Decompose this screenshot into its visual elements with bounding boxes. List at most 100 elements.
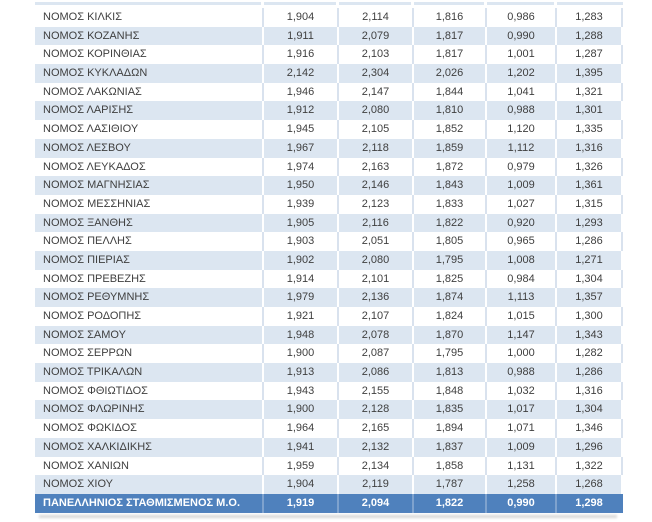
value-cell-5: 1,343 [555,325,623,345]
value-cell-4: 1,071 [485,419,555,438]
value-cell-3: 1,822 [412,213,485,233]
value-cell-4: 1,147 [485,325,555,345]
value-cell-1: 1,921 [262,307,337,326]
prefecture-name-cell: ΝΟΜΟΣ ΠΡΕΒΕΖΗΣ [43,272,146,285]
prefecture-statistics-table: ΝΟΜΟΣ ΚΙΛΚΙΣ 1,904 2,114 1,816 0,986 1,2… [35,8,623,513]
value-cell-5: 1,357 [555,288,623,307]
value-cell-3: 1,787 [412,475,485,494]
prefecture-name-cell: ΠΑΝΕΛΛΗΝΙΟΣ ΣΤΑΘΜΙΣΜΕΝΟΣ Μ.Ο. [43,496,241,509]
table-row: ΝΟΜΟΣ ΦΛΩΡΙΝΗΣ 1,900 2,128 1,835 1,017 1… [35,400,623,420]
value-cell-5: 1,296 [555,437,623,457]
value-cell-5: 1,316 [555,138,623,158]
prefecture-name-cell: ΝΟΜΟΣ ΚΥΚΛΑΔΩΝ [43,67,148,80]
value-cell-4: 0,988 [485,101,555,121]
column-gap [335,2,339,5]
column-gap [483,2,487,5]
value-cell-3: 1,810 [412,101,485,121]
prefecture-name-cell: ΝΟΜΟΣ ΤΡΙΚΑΛΩΝ [43,366,143,379]
column-gap [260,2,264,5]
value-cell-4: 0,920 [485,213,555,233]
table-row: ΝΟΜΟΣ ΣΕΡΡΩΝ 1,900 2,087 1,795 1,000 1,2… [35,344,623,364]
total-row: ΠΑΝΕΛΛΗΝΙΟΣ ΣΤΑΘΜΙΣΜΕΝΟΣ Μ.Ο. 1,919 2,09… [35,493,623,513]
value-cell-2: 2,103 [337,45,412,65]
prefecture-name-cell: ΝΟΜΟΣ ΦΛΩΡΙΝΗΣ [43,403,145,416]
value-cell-4: 0,990 [485,493,555,513]
prefecture-name-cell: ΝΟΜΟΣ ΛΑΡΙΣΗΣ [43,104,134,117]
table-row: ΝΟΜΟΣ ΦΘΙΩΤΙΔΟΣ 1,943 2,155 1,848 1,032 … [35,381,623,401]
value-cell-4: 0,965 [485,232,555,251]
table-row: ΝΟΜΟΣ ΧΑΛΚΙΔΙΚΗΣ 1,941 2,132 1,837 1,009… [35,437,623,457]
value-cell-4: 0,979 [485,157,555,177]
value-cell-5: 1,288 [555,26,623,46]
prefecture-name-cell: ΝΟΜΟΣ ΦΩΚΙΔΟΣ [43,422,137,435]
value-cell-2: 2,304 [337,64,412,83]
value-cell-3: 1,835 [412,400,485,420]
table-row: ΝΟΜΟΣ ΜΑΓΝΗΣΙΑΣ 1,950 2,146 1,843 1,009 … [35,176,623,195]
table-row: ΝΟΜΟΣ ΤΡΙΚΑΛΩΝ 1,913 2,086 1,813 0,988 1… [35,363,623,382]
value-cell-3: 1,859 [412,138,485,158]
value-cell-1: 1,919 [262,493,337,513]
value-cell-2: 2,132 [337,437,412,457]
value-cell-4: 0,986 [485,8,555,27]
value-cell-5: 1,271 [555,250,623,270]
value-cell-3: 1,824 [412,307,485,326]
value-cell-1: 1,943 [262,381,337,401]
value-cell-4: 1,041 [485,82,555,102]
table-row: ΝΟΜΟΣ ΡΕΘΥΜΝΗΣ 1,979 2,136 1,874 1,113 1… [35,288,623,307]
table-row: ΝΟΜΟΣ ΧΙΟΥ 1,904 2,119 1,787 1,258 1,268 [35,475,623,494]
table-row: ΝΟΜΟΣ ΛΑΚΩΝΙΑΣ 1,946 2,147 1,844 1,041 1… [35,82,623,102]
value-cell-4: 1,032 [485,381,555,401]
value-cell-1: 1,914 [262,269,337,289]
cut-off-row-sliver [35,2,623,5]
value-cell-3: 2,026 [412,64,485,83]
value-cell-2: 2,087 [337,344,412,364]
table-row: ΝΟΜΟΣ ΞΑΝΘΗΣ 1,905 2,116 1,822 0,920 1,2… [35,213,623,233]
value-cell-3: 1,795 [412,250,485,270]
value-cell-2: 2,079 [337,26,412,46]
value-cell-4: 1,112 [485,138,555,158]
value-cell-5: 1,346 [555,419,623,438]
prefecture-name-cell: ΝΟΜΟΣ ΠΕΛΛΗΣ [43,235,132,248]
value-cell-3: 1,825 [412,269,485,289]
table-row: ΝΟΜΟΣ ΛΕΣΒΟΥ 1,967 2,118 1,859 1,112 1,3… [35,138,623,158]
value-cell-3: 1,816 [412,8,485,27]
value-cell-2: 2,101 [337,269,412,289]
table-row: ΝΟΜΟΣ ΛΕΥΚΑΔΟΣ 1,974 2,163 1,872 0,979 1… [35,157,623,177]
value-cell-5: 1,286 [555,363,623,382]
value-cell-5: 1,300 [555,307,623,326]
value-cell-2: 2,118 [337,138,412,158]
table-row: ΝΟΜΟΣ ΠΙΕΡΙΑΣ 1,902 2,080 1,795 1,008 1,… [35,250,623,270]
prefecture-name-cell: ΝΟΜΟΣ ΚΟΡΙΝΘΙΑΣ [43,48,147,61]
value-cell-5: 1,286 [555,232,623,251]
value-cell-4: 1,009 [485,176,555,195]
value-cell-4: 1,017 [485,400,555,420]
prefecture-name-cell: ΝΟΜΟΣ ΛΑΣΙΘΙΟΥ [43,123,139,136]
value-cell-1: 1,911 [262,26,337,46]
table-row: ΝΟΜΟΣ ΚΟΖΑΝΗΣ 1,911 2,079 1,817 0,990 1,… [35,26,623,46]
prefecture-name-cell: ΝΟΜΟΣ ΜΕΣΣΗΝΙΑΣ [43,197,151,210]
value-cell-3: 1,848 [412,381,485,401]
table-row: ΝΟΜΟΣ ΛΑΡΙΣΗΣ 1,912 2,080 1,810 0,988 1,… [35,101,623,121]
value-cell-2: 2,163 [337,157,412,177]
table-row: ΝΟΜΟΣ ΣΑΜΟΥ 1,948 2,078 1,870 1,147 1,34… [35,325,623,345]
value-cell-5: 1,322 [555,456,623,476]
value-cell-1: 1,905 [262,213,337,233]
value-cell-2: 2,105 [337,120,412,139]
value-cell-5: 1,298 [555,493,623,513]
value-cell-3: 1,833 [412,194,485,214]
table-row: ΝΟΜΟΣ ΚΥΚΛΑΔΩΝ 2,142 2,304 2,026 1,202 1… [35,64,623,83]
value-cell-2: 2,051 [337,232,412,251]
value-cell-5: 1,335 [555,120,623,139]
value-cell-3: 1,852 [412,120,485,139]
value-cell-5: 1,287 [555,45,623,65]
prefecture-name-cell: ΝΟΜΟΣ ΚΟΖΑΝΗΣ [43,29,140,42]
value-cell-4: 1,027 [485,194,555,214]
value-cell-1: 1,948 [262,325,337,345]
value-cell-1: 1,900 [262,344,337,364]
value-cell-5: 1,304 [555,400,623,420]
value-cell-3: 1,874 [412,288,485,307]
value-cell-3: 1,817 [412,26,485,46]
value-cell-4: 1,015 [485,307,555,326]
table-row: ΝΟΜΟΣ ΚΙΛΚΙΣ 1,904 2,114 1,816 0,986 1,2… [35,8,623,27]
value-cell-3: 1,894 [412,419,485,438]
